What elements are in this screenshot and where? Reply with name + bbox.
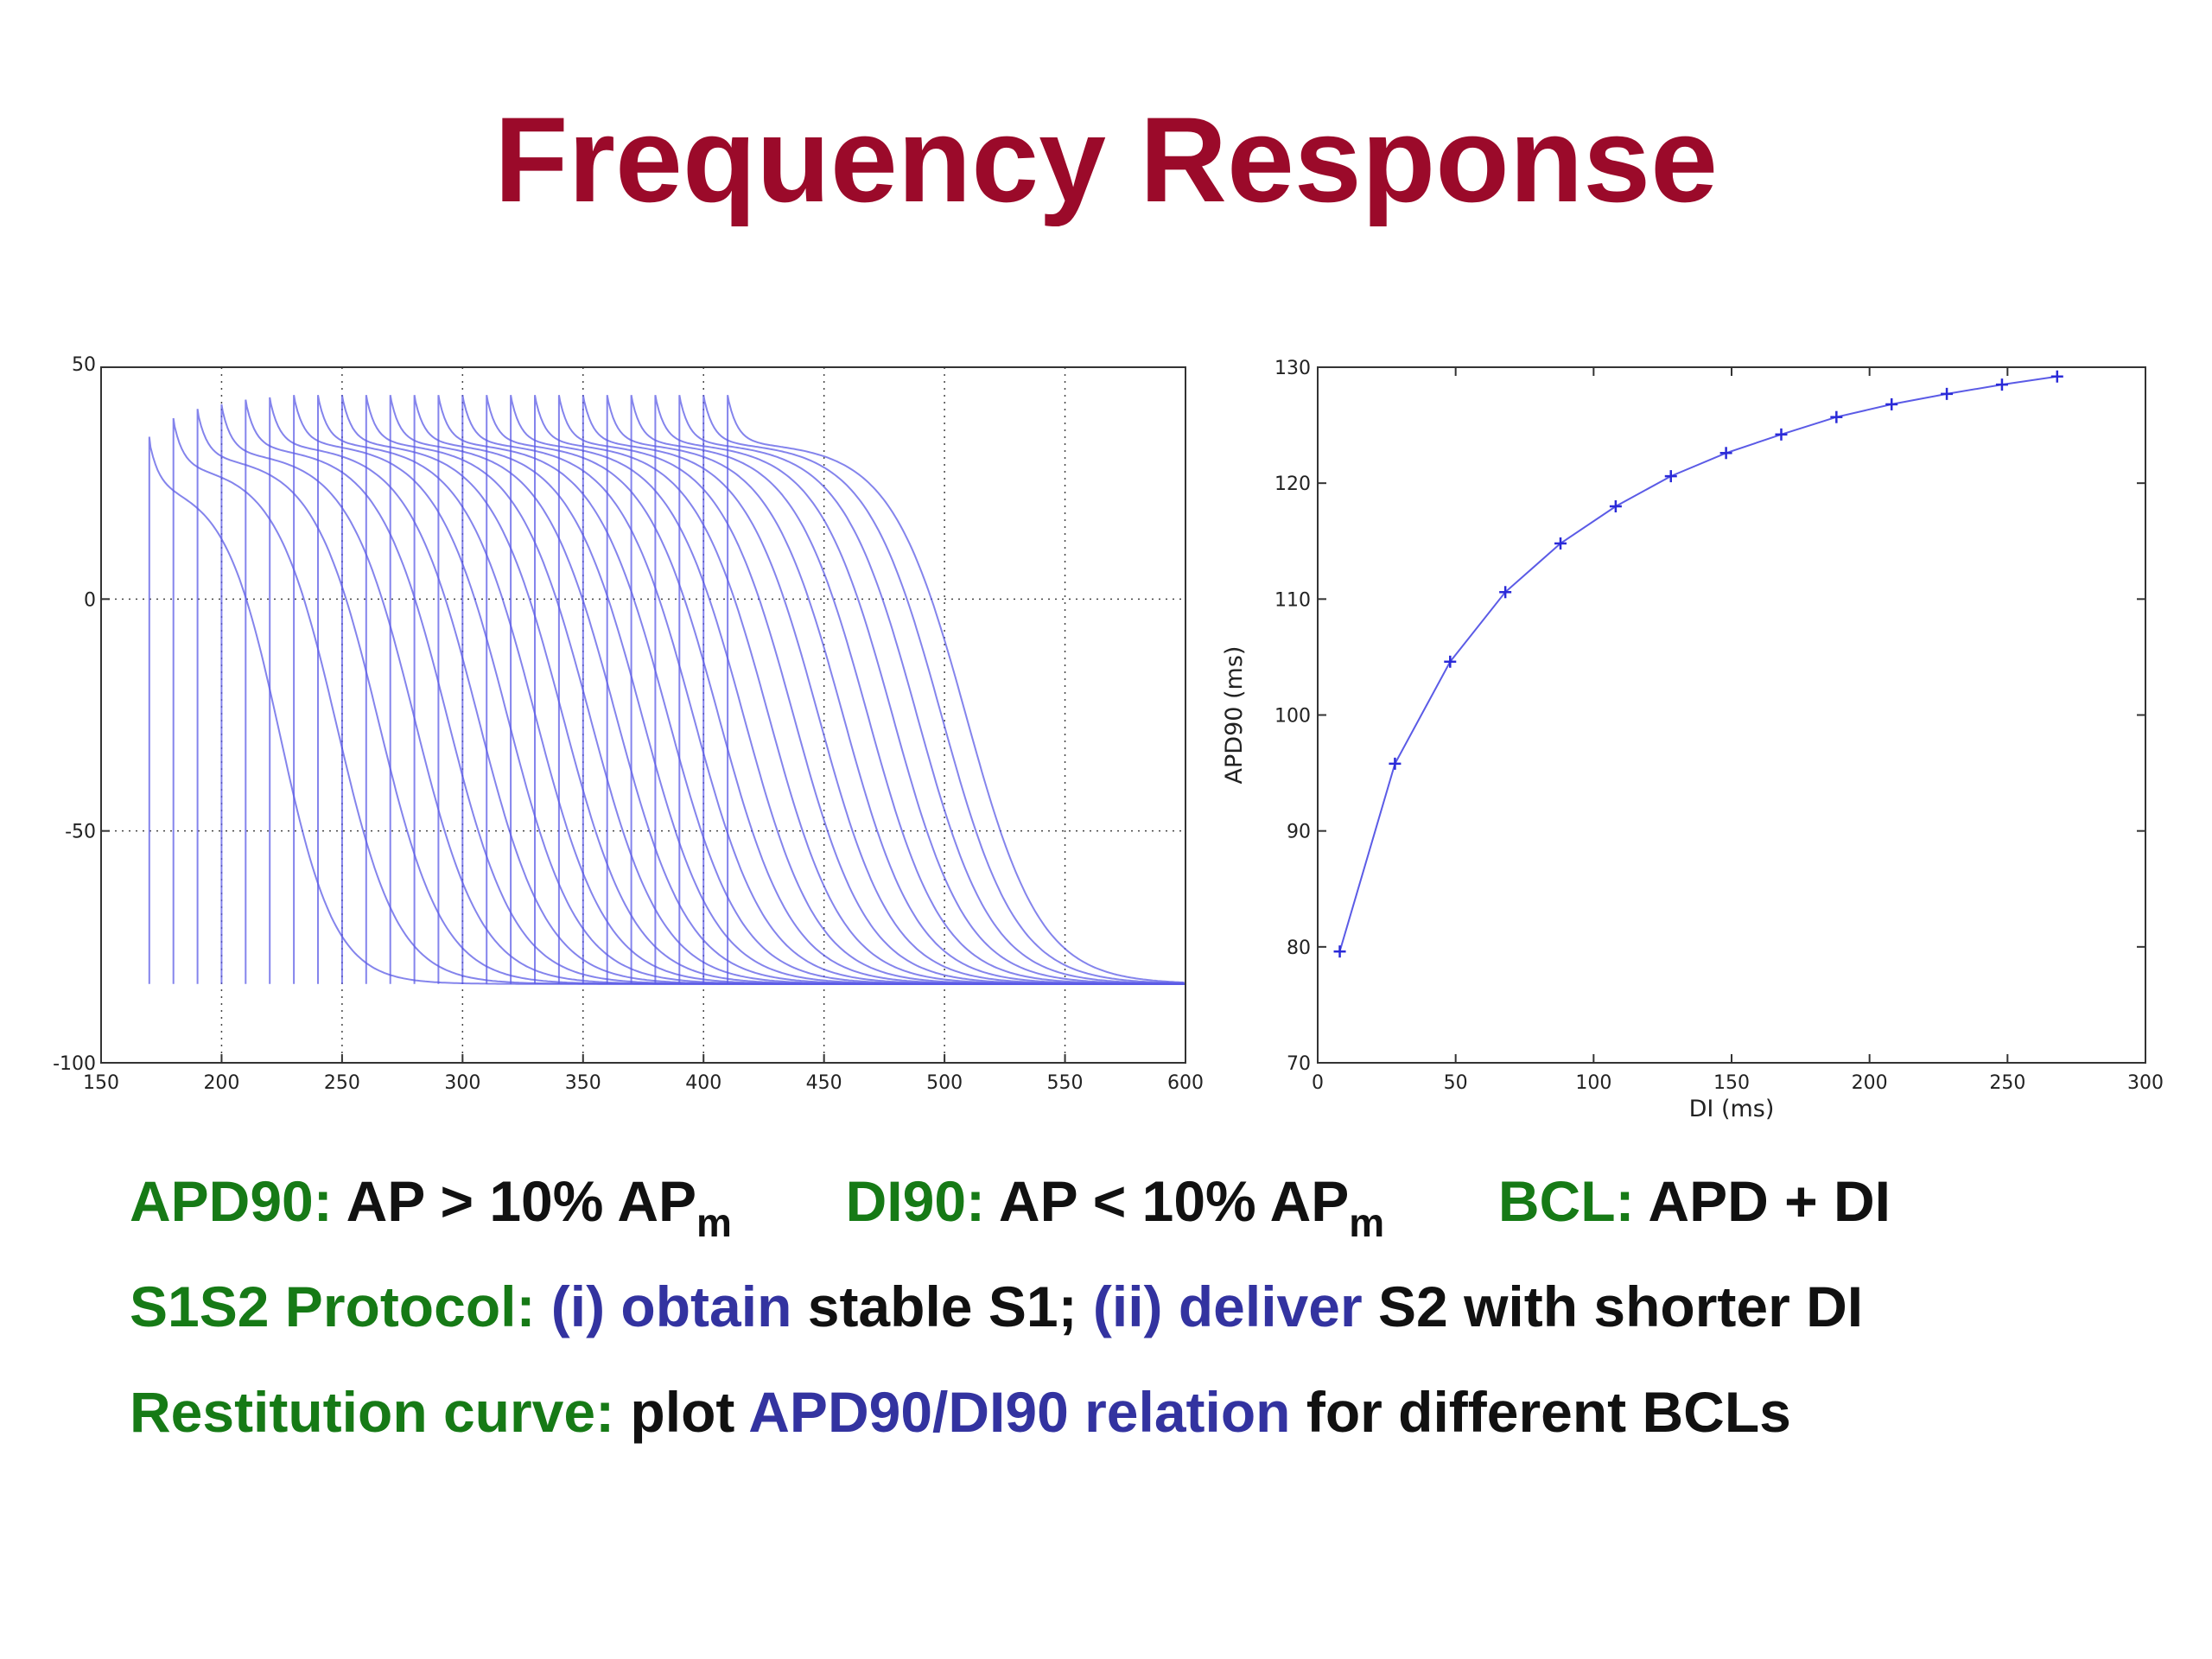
bcl-def: APD + DI (1648, 1169, 1891, 1233)
slide-title: Frequency Response (494, 92, 1718, 227)
x-tick-label: 200 (1852, 1072, 1888, 1094)
ap-trace (654, 395, 1185, 985)
di90-label: DI90: (845, 1169, 986, 1233)
apd90-def: AP > 10% AP (346, 1169, 697, 1233)
data-point (1664, 470, 1677, 483)
bcl-label: BCL: (1497, 1169, 1635, 1233)
plot-frame (1317, 366, 2146, 1064)
x-tick-label: 500 (926, 1072, 963, 1094)
data-point (2050, 370, 2063, 383)
y-axis-label: APD90 (ms) (1221, 646, 1248, 785)
data-point (1609, 500, 1622, 512)
x-tick-label: 150 (1713, 1072, 1750, 1094)
definitions-line: APD90: AP > 10% APm DI90: AP < 10% APm B… (130, 1158, 2186, 1263)
data-point (1941, 387, 1954, 400)
x-tick-label: 50 (1444, 1072, 1468, 1094)
data-point (1885, 397, 1898, 410)
x-tick-label: 300 (2127, 1072, 2164, 1094)
x-tick-label: 600 (1167, 1072, 1204, 1094)
protocol-line: S1S2 Protocol: (i) obtain stable S1; (ii… (130, 1263, 2186, 1369)
x-tick-label: 150 (83, 1072, 119, 1094)
y-tick-label: 100 (1274, 706, 1311, 728)
y-tick-label: -100 (53, 1053, 96, 1075)
data-point (1389, 757, 1402, 770)
y-tick-label: 80 (1287, 938, 1311, 959)
protocol-label: S1S2 Protocol: (130, 1274, 536, 1338)
data-point (1333, 945, 1346, 958)
di90-def: AP < 10% AP (998, 1169, 1350, 1233)
ap-trace (678, 395, 1185, 985)
y-tick-label: 50 (72, 354, 96, 376)
x-tick-label: 200 (203, 1072, 239, 1094)
x-tick-label: 550 (1047, 1072, 1084, 1094)
data-point (1554, 537, 1567, 550)
data-point (1830, 410, 1843, 423)
data-point (1719, 447, 1732, 460)
x-tick-label: 350 (565, 1072, 601, 1094)
x-tick-label: 250 (1989, 1072, 2025, 1094)
data-point (1499, 586, 1512, 599)
plot-frame (100, 366, 1186, 1064)
data-point (1995, 378, 2008, 391)
protocol-step1-rest: stable S1; (807, 1274, 1077, 1338)
ap-trace (727, 395, 1185, 984)
x-tick-label: 100 (1575, 1072, 1611, 1094)
x-tick-label: 0 (1312, 1072, 1324, 1094)
ap-trace (702, 395, 1185, 984)
x-axis-label: DI (ms) (1689, 1096, 1775, 1122)
restitution-bcls: for different BCLs (1306, 1380, 1791, 1444)
y-tick-label: 120 (1274, 474, 1311, 495)
y-tick-label: 110 (1274, 589, 1311, 611)
x-tick-label: 300 (444, 1072, 480, 1094)
protocol-step1: (i) obtain (550, 1274, 792, 1338)
y-tick-label: 0 (84, 589, 96, 611)
x-tick-label: 250 (324, 1072, 360, 1094)
x-tick-label: 400 (685, 1072, 721, 1094)
di90-subscript: m (1349, 1200, 1385, 1245)
protocol-step2-rest: S2 with shorter DI (1378, 1274, 1864, 1338)
apd90-subscript: m (696, 1200, 732, 1245)
data-point (1444, 655, 1457, 668)
y-tick-label: -50 (65, 822, 96, 843)
ap-trace (630, 395, 1185, 985)
x-tick-label: 450 (806, 1072, 842, 1094)
y-tick-label: 130 (1274, 358, 1311, 379)
restitution-plot: plot (630, 1380, 735, 1444)
restitution-relation: APD90/DI90 relation (748, 1380, 1291, 1444)
y-tick-label: 70 (1287, 1053, 1311, 1075)
apd90-label: APD90: (130, 1169, 333, 1233)
restitution-label: Restitution curve: (130, 1380, 615, 1444)
restitution-line (1338, 375, 2057, 952)
protocol-step2: (ii) deliver (1092, 1274, 1363, 1338)
restitution-line: Restitution curve: plot APD90/DI90 relat… (130, 1369, 2186, 1474)
y-tick-label: 90 (1287, 822, 1311, 843)
bullet-text: APD90: AP > 10% APm DI90: AP < 10% APm B… (130, 1158, 2186, 1474)
data-point (1775, 428, 1788, 441)
